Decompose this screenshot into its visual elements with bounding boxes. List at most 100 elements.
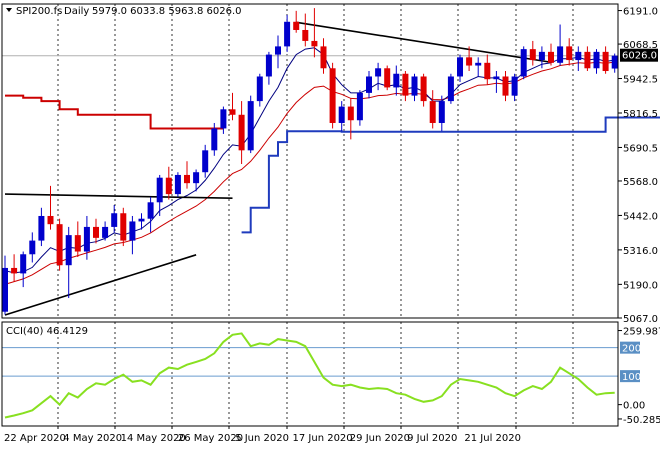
candle (83, 215, 90, 260)
candle (11, 254, 18, 282)
x-tick-label: 22 Apr 2020 (4, 433, 66, 444)
candle (174, 172, 181, 197)
cci-level-box (620, 370, 640, 383)
candle (429, 90, 436, 129)
candle (202, 144, 209, 178)
price-tick-label: 5442.0 (623, 211, 658, 222)
x-tick-label: 5 Jun 2020 (235, 433, 289, 444)
candle-body (493, 76, 500, 80)
candle (529, 40, 536, 66)
price-tick-label: 6191.0 (623, 7, 658, 18)
candle (38, 207, 45, 247)
candle-body (475, 62, 482, 66)
candle (111, 205, 118, 233)
candle (56, 218, 63, 271)
candle (402, 71, 409, 102)
candle (347, 98, 354, 140)
candle-body (438, 101, 445, 123)
candle-body (548, 51, 554, 63)
candle-body (29, 240, 36, 255)
cci-tick-label: 259.9872 (623, 327, 660, 338)
candle (193, 169, 200, 192)
candle-body (420, 76, 427, 102)
timeframe-label: Daily (64, 6, 89, 17)
cci-tick-label: 0.00 (623, 401, 645, 412)
candle-body (575, 51, 582, 61)
candle (557, 24, 564, 66)
candle-body (247, 101, 254, 151)
symbol-label: SPI200.fs (16, 6, 62, 17)
candle-body (284, 21, 291, 47)
cci-panel-frame (1, 321, 619, 427)
candle (538, 46, 545, 69)
x-tick-label: 4 May 2020 (63, 433, 122, 444)
candle-body (120, 213, 127, 241)
candle (2, 255, 8, 315)
candle (447, 73, 454, 104)
candle-body (47, 215, 54, 225)
candle-body (147, 202, 154, 219)
candle (320, 38, 327, 74)
price-tick-label: 5190.0 (623, 280, 658, 291)
candle-body (338, 106, 345, 123)
candle-body (193, 172, 200, 184)
candle (602, 46, 609, 74)
candle (375, 62, 382, 91)
trendline (4, 254, 197, 316)
cci-tick-label: 200 (622, 344, 641, 355)
candle-body (384, 68, 391, 88)
candle-body (457, 57, 463, 77)
candle (484, 54, 491, 85)
candle-body (302, 29, 309, 41)
candle-body (611, 55, 618, 69)
channel-high-line (5, 94, 224, 130)
x-tick-label: 17 Jun 2020 (293, 433, 353, 444)
candle (265, 51, 272, 85)
candle-body (275, 46, 281, 55)
candle (138, 213, 145, 230)
ohlc-label: 5979.0 6033.8 5963.8 6026.0 (92, 6, 242, 17)
candle-body (502, 76, 509, 96)
candle-body (65, 235, 72, 266)
candle (611, 53, 618, 73)
candle-body (566, 46, 573, 61)
price-tick-label: 5942.5 (623, 75, 658, 86)
candle-body (393, 73, 400, 88)
candle-body (138, 218, 145, 222)
candle (74, 221, 81, 258)
candle-body (466, 57, 473, 66)
price-tick-label: 6068.5 (623, 40, 658, 51)
candle (366, 71, 372, 99)
candle-body (202, 150, 209, 173)
x-tick-label: 29 Jun 2020 (350, 433, 410, 444)
candle-body (375, 68, 382, 77)
candle (566, 38, 573, 66)
candle (229, 92, 236, 121)
price-tick-label: 5690.5 (623, 143, 658, 154)
candle-body (447, 76, 454, 102)
candle-body (411, 76, 418, 96)
candle (275, 35, 281, 69)
candle (311, 8, 318, 58)
candle (165, 166, 172, 200)
x-tick-label: 14 May 2020 (121, 433, 186, 444)
candle (302, 13, 309, 47)
axes: 6191.0 6068.5 5942.5 5816.5 5690.5 5568.0 5442… (1, 3, 660, 444)
candle-body (74, 235, 81, 252)
current-price-box (620, 48, 658, 62)
candle (47, 185, 54, 230)
candle (466, 46, 473, 72)
candle (29, 232, 36, 263)
cci-tick-label: -50.2853 (623, 415, 660, 426)
x-tick-label: 21 Jul 2020 (464, 433, 521, 444)
candle (284, 14, 291, 52)
candle-body (402, 73, 409, 96)
candle-body (265, 54, 272, 77)
candle (238, 101, 245, 165)
candle (548, 43, 554, 66)
candle-body (111, 213, 118, 227)
price-tick-label: 5568.0 (623, 177, 658, 188)
candle-body (484, 62, 491, 80)
candle (65, 226, 72, 299)
